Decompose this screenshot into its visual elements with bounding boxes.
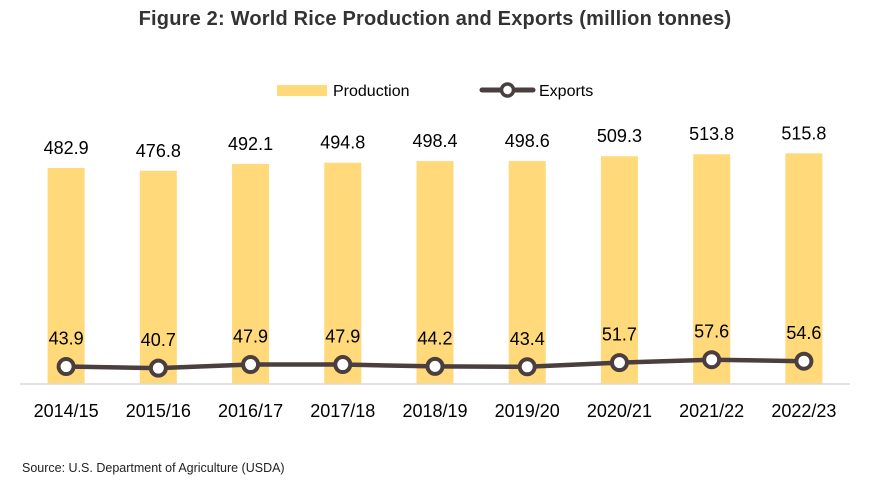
production-bar	[324, 162, 362, 384]
exports-point	[794, 351, 814, 371]
chart-title: Figure 2: World Rice Production and Expo…	[138, 8, 732, 30]
exports-point	[333, 355, 353, 375]
production-data-label: 498.6	[505, 131, 550, 151]
exports-line-series	[56, 350, 814, 378]
exports-data-label: 47.9	[325, 327, 360, 347]
legend-production-swatch	[277, 85, 327, 96]
production-bar	[508, 161, 546, 384]
production-labels: 482.9 476.8 492.1 494.8 498.4 498.6 509.3 513.8…	[44, 123, 827, 160]
production-data-label: 494.8	[320, 133, 365, 153]
x-tick-label: 2020/21	[587, 401, 652, 421]
x-tick-label: 2017/18	[310, 401, 375, 421]
legend: Production Exports	[277, 82, 593, 100]
exports-data-label: 57.6	[694, 322, 729, 342]
exports-data-label: 51.7	[602, 325, 637, 345]
exports-data-label: 43.9	[49, 329, 84, 349]
exports-point	[702, 350, 722, 370]
production-data-label: 515.8	[781, 123, 826, 143]
production-data-label: 482.9	[44, 138, 89, 158]
legend-exports-marker	[499, 82, 516, 98]
production-data-label: 498.4	[412, 131, 457, 151]
production-data-label: 476.8	[136, 141, 181, 161]
production-bars	[47, 153, 823, 384]
legend-exports-label: Exports	[539, 83, 593, 100]
x-tick-label: 2022/23	[771, 401, 836, 421]
x-tick-label: 2015/16	[126, 401, 191, 421]
exports-data-label: 54.6	[786, 323, 821, 343]
production-bar	[47, 168, 85, 384]
exports-point	[56, 357, 76, 377]
production-data-label: 509.3	[597, 126, 642, 146]
legend-production-label: Production	[333, 83, 410, 100]
exports-point	[425, 356, 445, 376]
production-bar	[785, 153, 823, 384]
x-tick-label: 2014/15	[34, 401, 99, 421]
exports-data-label: 43.4	[510, 329, 545, 349]
exports-point	[241, 355, 261, 375]
x-tick-label: 2019/20	[495, 401, 560, 421]
x-tick-label: 2018/19	[402, 401, 467, 421]
production-data-label: 513.8	[689, 124, 734, 144]
production-data-label: 492.1	[228, 134, 273, 154]
exports-labels: 43.9 40.7 47.9 47.9 44.2 43.4 51.7 57.6 54.6	[49, 322, 822, 350]
exports-point	[609, 353, 629, 373]
x-tick-label: 2016/17	[218, 401, 283, 421]
production-bar	[693, 154, 731, 384]
exports-data-label: 40.7	[141, 330, 176, 350]
production-bar	[600, 156, 638, 384]
exports-data-label: 47.9	[233, 327, 268, 347]
production-bar	[416, 161, 454, 384]
exports-data-label: 44.2	[417, 328, 452, 348]
exports-point	[148, 358, 168, 378]
x-tick-label: 2021/22	[679, 401, 744, 421]
source-note: Source: U.S. Department of Agriculture (…	[22, 461, 285, 475]
x-tick-labels: 2014/15 2015/16 2016/17 2017/18 2018/19 2019/…	[34, 401, 837, 421]
production-bar	[232, 163, 270, 384]
exports-point	[517, 357, 537, 377]
production-bar	[139, 170, 177, 384]
